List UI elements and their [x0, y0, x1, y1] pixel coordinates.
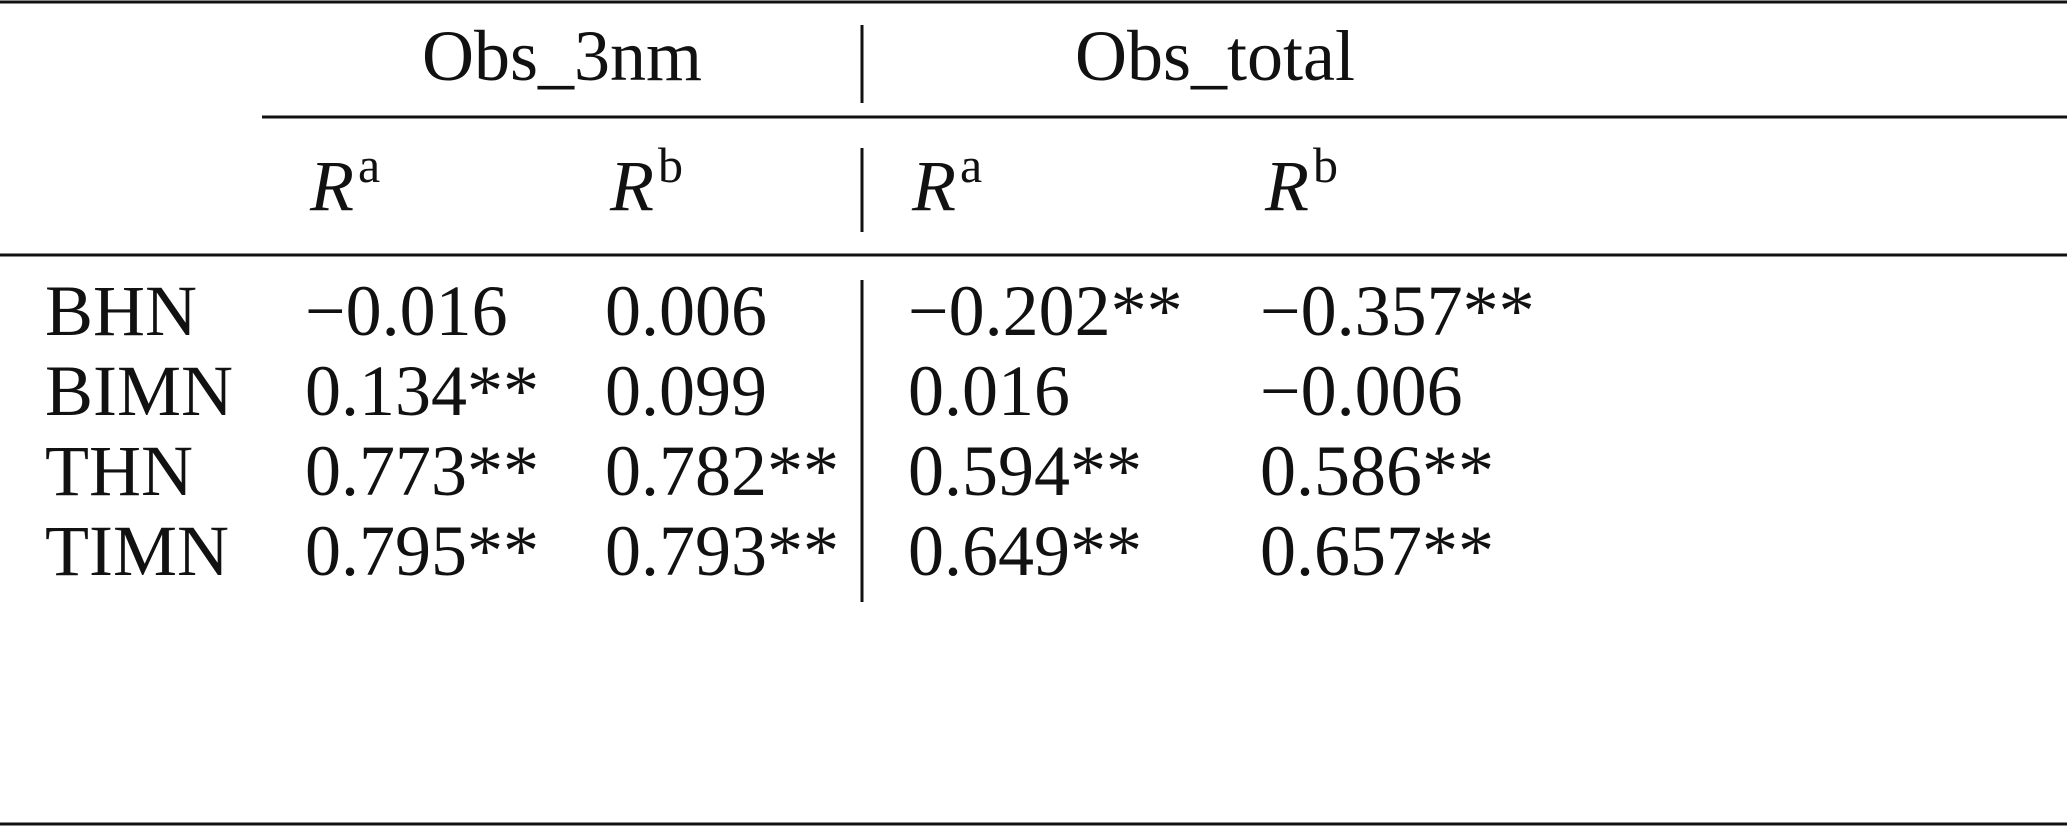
symbol: R	[1264, 146, 1309, 226]
row-label: BHN	[45, 271, 197, 351]
cell: 0.006	[605, 271, 767, 351]
symbol: R	[609, 146, 654, 226]
cell: 0.649**	[908, 511, 1142, 591]
column-header: Rb	[609, 137, 683, 226]
superscript: b	[658, 137, 683, 193]
column-header: Rb	[1264, 137, 1338, 226]
cell: 0.016	[908, 351, 1070, 431]
cell: 0.586**	[1260, 431, 1494, 511]
symbol: R	[309, 146, 354, 226]
row-label: TIMN	[45, 511, 229, 591]
row-label: THN	[45, 431, 193, 511]
cell: −0.357**	[1260, 271, 1535, 351]
cell: 0.594**	[908, 431, 1142, 511]
cell: 0.782**	[605, 431, 839, 511]
row-label: BIMN	[45, 351, 233, 431]
superscript: b	[1313, 137, 1338, 193]
symbol: R	[911, 146, 956, 226]
cell: −0.006	[1260, 351, 1463, 431]
group-header: Obs_3nm	[422, 16, 702, 96]
cell: 0.657**	[1260, 511, 1494, 591]
cell: 0.773**	[305, 431, 539, 511]
superscript: a	[960, 137, 982, 193]
cell: 0.795**	[305, 511, 539, 591]
column-header: Ra	[911, 137, 982, 226]
group-header: Obs_total	[1075, 16, 1355, 96]
cell: −0.202**	[908, 271, 1183, 351]
cell: 0.099	[605, 351, 767, 431]
cell: 0.134**	[305, 351, 539, 431]
superscript: a	[358, 137, 380, 193]
cell: −0.016	[305, 271, 508, 351]
cell: 0.793**	[605, 511, 839, 591]
column-header: Ra	[309, 137, 380, 226]
